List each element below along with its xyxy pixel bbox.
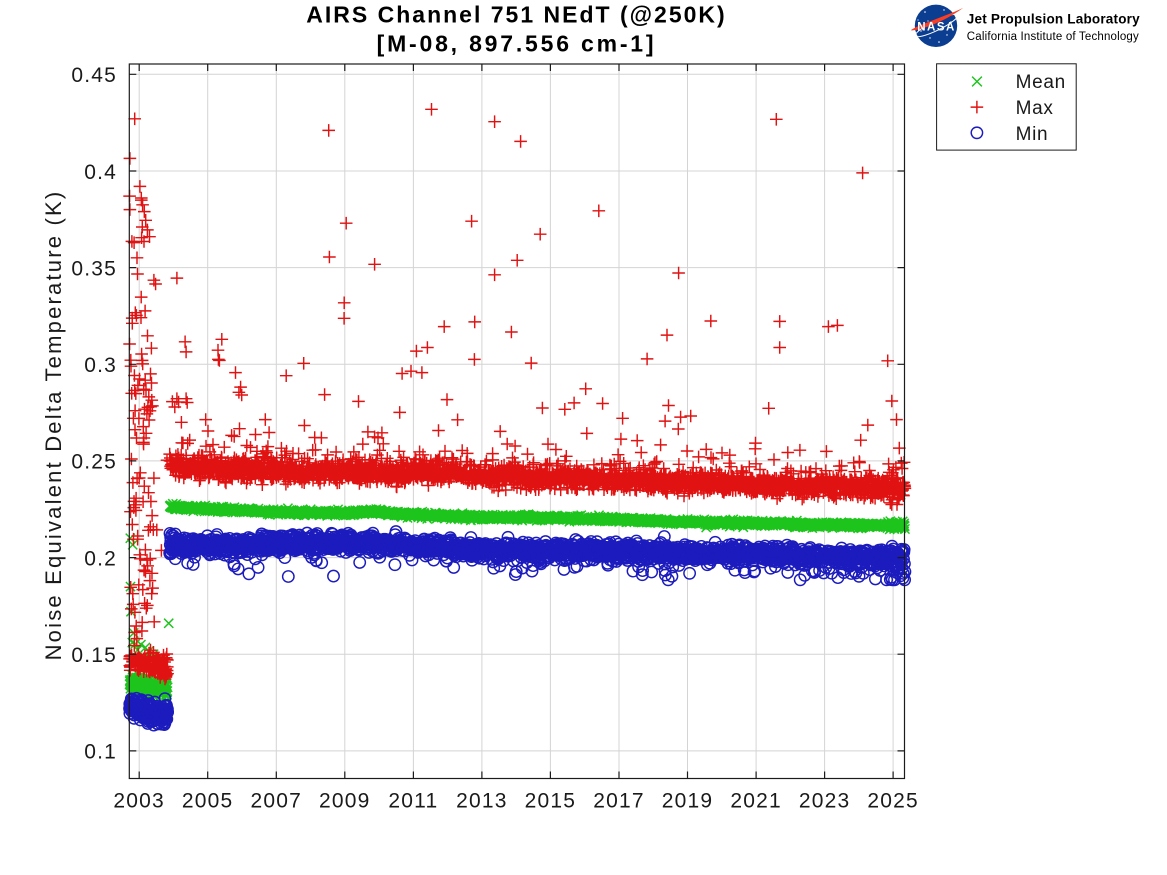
svg-text:2015: 2015 <box>525 790 577 813</box>
svg-text:0.2: 0.2 <box>84 547 117 570</box>
svg-text:2023: 2023 <box>799 790 851 813</box>
svg-text:Min: Min <box>1016 124 1049 145</box>
svg-text:2009: 2009 <box>319 790 371 813</box>
svg-text:2003: 2003 <box>113 790 165 813</box>
svg-text:2025: 2025 <box>867 790 919 813</box>
svg-text:2007: 2007 <box>251 790 303 813</box>
svg-text:2013: 2013 <box>456 790 508 813</box>
svg-text:2011: 2011 <box>388 790 438 813</box>
svg-text:0.25: 0.25 <box>71 451 117 474</box>
svg-text:0.3: 0.3 <box>84 354 117 377</box>
svg-text:Max: Max <box>1016 98 1054 119</box>
svg-text:California Institute of Techno: California Institute of Technology <box>967 31 1139 43</box>
svg-text:Mean: Mean <box>1016 72 1066 93</box>
svg-text:[M-08, 897.556 cm-1]: [M-08, 897.556 cm-1] <box>377 30 657 56</box>
svg-text:NASA: NASA <box>917 21 956 33</box>
svg-text:0.35: 0.35 <box>71 257 117 280</box>
svg-text:0.15: 0.15 <box>71 644 117 667</box>
svg-text:0.45: 0.45 <box>71 64 117 87</box>
svg-text:2005: 2005 <box>182 790 234 813</box>
svg-text:2017: 2017 <box>593 790 645 813</box>
svg-text:Jet Propulsion Laboratory: Jet Propulsion Laboratory <box>967 12 1140 27</box>
svg-text:Noise Equivalent Delta Tempera: Noise Equivalent Delta Temperature (K) <box>41 190 66 661</box>
svg-text:0.4: 0.4 <box>84 161 117 184</box>
svg-text:0.1: 0.1 <box>84 741 117 764</box>
svg-text:2019: 2019 <box>662 790 714 813</box>
svg-text:AIRS Channel 751 NEdT (@250K): AIRS Channel 751 NEdT (@250K) <box>306 2 726 28</box>
svg-text:2021: 2021 <box>730 790 782 813</box>
